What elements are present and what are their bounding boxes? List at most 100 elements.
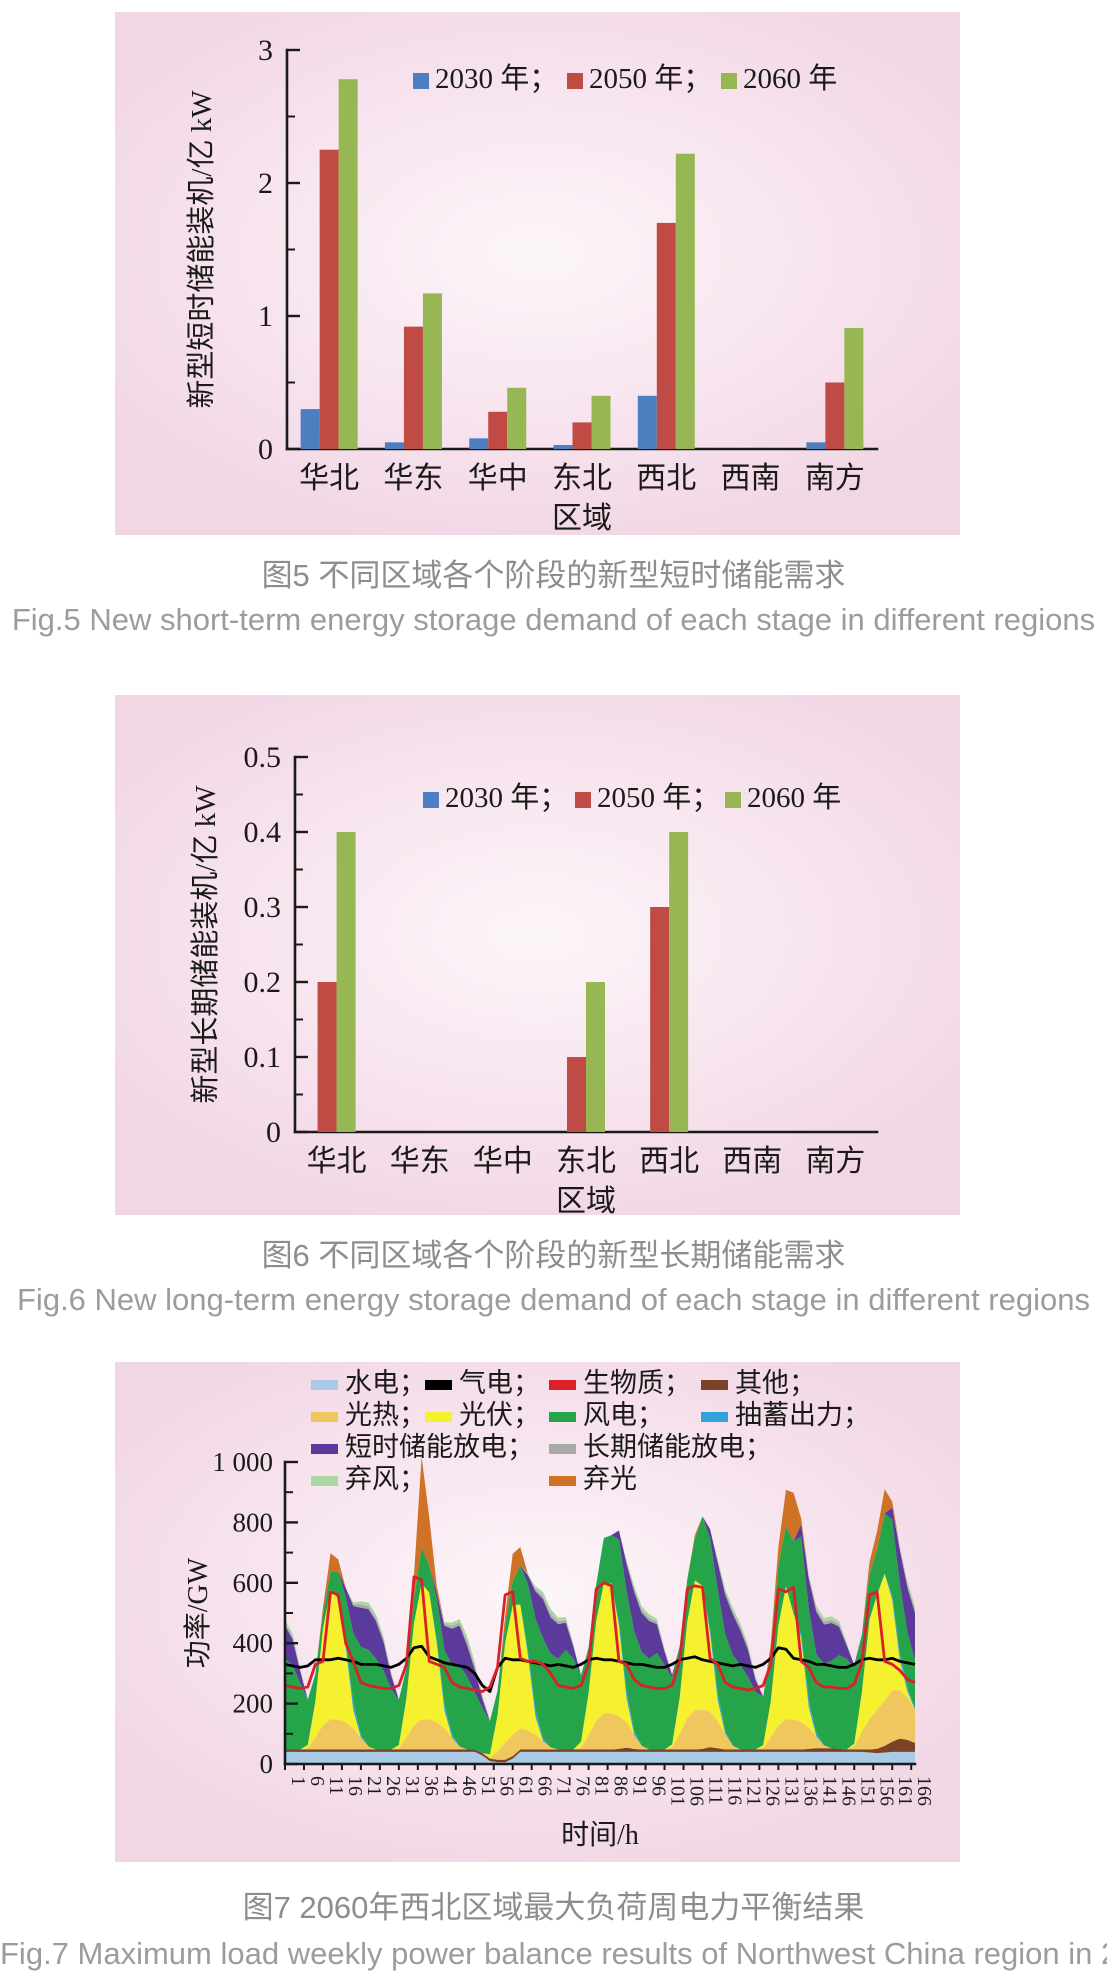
x-tick-label: 71 [553,1776,575,1796]
fig7-caption-zh: 图7 2060年西北区域最大负荷周电力平衡结果 [242,1890,865,1925]
bar [488,411,508,449]
bar [553,445,573,449]
legend-swatch [413,73,429,89]
bar [806,442,826,449]
bar [656,222,676,449]
area-layer [285,1738,915,1763]
fig5-caption-en: Fig.5 New short-term energy storage dema… [11,602,1096,637]
x-tick-label: 121 [742,1776,764,1806]
x-tick-label: 36 [420,1776,442,1796]
y-tick-label: 1 000 [212,1447,273,1477]
y-tick-label: 0.3 [244,891,282,924]
legend-swatch [425,1412,452,1422]
legend-swatch [549,1476,576,1486]
legend-swatch [549,1380,576,1390]
x-tick-label: 51 [477,1776,499,1796]
x-tick-label: 146 [837,1776,859,1806]
legend-label: 2050 年； [589,62,712,95]
x-axis-title: 区域 [552,502,612,535]
bar [567,1057,586,1132]
y-tick-label: 0.2 [244,966,282,999]
x-tick-label: 16 [344,1776,366,1796]
x-tick-label: 116 [723,1776,745,1805]
figure7-panel: 0 200 400 600 800 1 000 1 6 11 16 21 26 31 36 41 46 51 56… [115,1362,960,1862]
area-layer [285,1513,915,1755]
x-tick-label: 156 [875,1776,897,1806]
x-tick-label: 81 [591,1776,613,1796]
bar [317,982,337,1132]
legend-label: 抽蓄出力； [735,1400,870,1430]
bar [669,832,689,1132]
y-tick-label: 0 [260,1749,274,1779]
y-tick-label: 0.5 [244,741,282,774]
x-axis-title: 时间/h [561,1819,639,1851]
legend-label: 风电； [583,1400,664,1430]
x-tick-label: 21 [363,1776,385,1796]
x-tick-label: 91 [629,1776,651,1796]
fig6-caption-zh: 图6 不同区域各个阶段的新型长期储能需求 [261,1238,846,1273]
y-tick-label: 600 [233,1568,274,1598]
x-tick-label: 41 [439,1776,461,1796]
x-category-label: 东北 [556,1145,616,1178]
bar [384,442,404,449]
legend-swatch [549,1412,576,1422]
legend-label: 弃光 [583,1464,637,1494]
legend-swatch [701,1380,728,1390]
legend-swatch [311,1444,338,1454]
x-category-label: 华东 [383,462,443,495]
bar [637,395,657,449]
x-tick-label: 66 [534,1776,556,1796]
bar [300,409,320,449]
legend-label: 光热； [345,1400,426,1430]
y-tick-label: 0 [258,433,273,466]
legend-swatch [311,1380,338,1390]
y-tick-label: 2 [258,167,273,200]
fig6-caption-en: Fig.6 New long-term energy storage deman… [17,1282,1090,1317]
legend-swatch [311,1476,338,1486]
legend-swatch [725,792,741,808]
area-layer [285,1690,915,1760]
legend-swatch [701,1412,728,1422]
figure6-panel: 0 0.1 0.2 0.3 0.4 0.5 2030 年； 2050 年； 2060 年华北 华东… [115,695,960,1215]
area-layer [285,1751,915,1764]
x-tick-label: 61 [515,1776,537,1796]
x-category-label: 南方 [805,1145,865,1178]
x-tick-label: 111 [704,1776,726,1805]
y-tick-label: 800 [233,1507,274,1537]
legend-label: 气电； [459,1368,540,1398]
legend-label: 弃风； [345,1464,426,1494]
x-category-label: 南方 [805,462,865,495]
bar [338,79,358,449]
x-tick-label: 126 [761,1776,783,1806]
legend-label: 2030 年； [445,781,568,814]
x-tick-label: 161 [894,1776,916,1806]
legend-swatch [549,1444,576,1454]
legend-swatch [575,792,591,808]
legend-label: 生物质； [583,1368,691,1398]
legend-label: 长期储能放电； [583,1432,772,1462]
x-tick-label: 131 [780,1776,802,1806]
bar [319,149,339,449]
figure5-panel: 0 1 2 3 2030 年； 2050 年； 2060 年华北 华东 华中 东北 西北 西南 南方 区域… [115,12,960,535]
x-tick-label: 26 [382,1776,404,1796]
legend-label: 2030 年； [435,62,558,95]
legend-swatch [425,1380,452,1390]
x-tick-label: 96 [648,1776,670,1796]
fig5-caption-zh: 图5 不同区域各个阶段的新型短时储能需求 [261,558,846,593]
bar [591,395,611,449]
legend-label: 短时储能放电； [345,1432,534,1462]
bar [586,982,605,1132]
x-category-label: 华东 [390,1145,450,1178]
y-tick-label: 0.4 [244,816,282,849]
bar [650,907,670,1132]
x-tick-label: 101 [667,1776,689,1806]
x-tick-label: 151 [856,1776,878,1806]
bar [572,422,592,449]
x-category-label: 西南 [722,1145,782,1178]
bar [507,387,527,449]
x-category-label: 华北 [307,1145,367,1178]
bar [844,327,864,449]
legend-label: 2060 年 [743,62,837,95]
